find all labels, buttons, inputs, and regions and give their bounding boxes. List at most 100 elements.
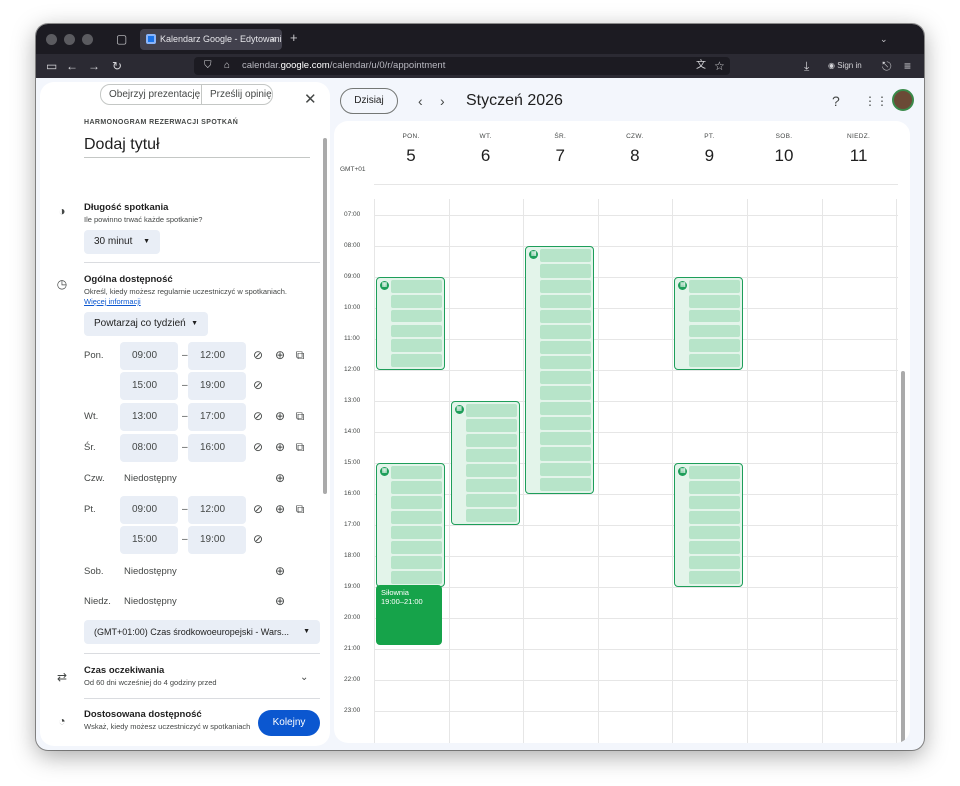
time-slot[interactable] — [540, 462, 592, 476]
add-range-icon[interactable]: ⊕ — [274, 440, 286, 454]
time-slot[interactable] — [465, 404, 517, 417]
today-button[interactable]: Dzisiaj — [340, 88, 398, 114]
time-slot[interactable] — [391, 556, 442, 569]
add-range-icon[interactable]: ⊕ — [274, 348, 286, 362]
time-slot[interactable] — [391, 324, 442, 338]
monday-end-1[interactable]: 12:00 — [188, 342, 246, 370]
previous-week-icon[interactable]: ‹ — [418, 93, 423, 109]
bookable-slot-block[interactable]: ▦ — [376, 463, 445, 587]
back-icon[interactable]: ← — [66, 59, 78, 73]
monday-start-1[interactable]: 09:00 — [120, 342, 178, 370]
help-icon[interactable]: ? — [832, 93, 840, 109]
calendar-scrollbar[interactable] — [901, 371, 905, 743]
unavailable-icon[interactable]: ⊘ — [252, 378, 264, 392]
time-slot[interactable] — [465, 449, 517, 462]
time-slot[interactable] — [689, 556, 741, 569]
monday-end-2[interactable]: 19:00 — [188, 372, 246, 400]
time-slot[interactable] — [540, 249, 592, 263]
time-slot[interactable] — [689, 339, 741, 353]
friday-end-1[interactable]: 12:00 — [188, 496, 246, 524]
bookable-slot-block[interactable]: ▦ — [450, 401, 520, 525]
time-slot[interactable] — [540, 325, 592, 339]
panel-scrollbar[interactable] — [323, 138, 327, 494]
menu-icon[interactable]: ≡ — [904, 59, 912, 73]
tuesday-start[interactable]: 13:00 — [120, 403, 178, 431]
time-slot[interactable] — [391, 294, 442, 308]
event-gym[interactable]: Siłownia 19:00–21:00 — [376, 585, 442, 645]
friday-start-2[interactable]: 15:00 — [120, 526, 178, 554]
time-slot[interactable] — [689, 541, 741, 554]
add-range-icon[interactable]: ⊕ — [274, 471, 286, 485]
unavailable-icon[interactable]: ⊘ — [252, 502, 264, 516]
address-bar[interactable] — [194, 57, 730, 75]
unavailable-icon[interactable]: ⊘ — [252, 409, 264, 423]
time-slot[interactable] — [391, 309, 442, 323]
minimize-window-button[interactable] — [64, 34, 75, 45]
time-slot[interactable] — [465, 419, 517, 432]
time-slot[interactable] — [391, 481, 442, 494]
title-input[interactable]: Dodaj tytuł — [84, 134, 310, 158]
time-slot[interactable] — [540, 401, 592, 415]
time-slot[interactable] — [540, 386, 592, 400]
reload-icon[interactable]: ↻ — [112, 59, 123, 73]
friday-end-2[interactable]: 19:00 — [188, 526, 246, 554]
time-slot[interactable] — [540, 279, 592, 293]
copy-icon[interactable]: ⧉ — [295, 409, 305, 423]
bookable-slot-block[interactable]: ▦ — [525, 246, 595, 494]
time-slot[interactable] — [465, 494, 517, 507]
bookable-slot-block[interactable]: ▦ — [674, 277, 744, 370]
time-slot[interactable] — [391, 496, 442, 509]
friday-start-1[interactable]: 09:00 — [120, 496, 178, 524]
time-slot[interactable] — [689, 354, 741, 367]
new-tab-icon[interactable]: + — [290, 30, 298, 45]
send-feedback-button[interactable]: Prześlij opinię — [201, 84, 273, 105]
wednesday-end[interactable]: 16:00 — [188, 434, 246, 462]
sidebar-toggle-icon[interactable]: ▭ — [46, 59, 58, 73]
time-slot[interactable] — [689, 324, 741, 338]
time-slot[interactable] — [391, 339, 442, 353]
copy-icon[interactable]: ⧉ — [295, 502, 305, 516]
time-slot[interactable] — [391, 571, 442, 584]
tuesday-end[interactable]: 17:00 — [188, 403, 246, 431]
tab-overview-icon[interactable]: ▢ — [116, 32, 128, 46]
extensions-icon[interactable]: ⎋ — [882, 59, 892, 73]
custom-availability-heading[interactable]: Dostosowana dostępność — [84, 709, 202, 720]
tab-close-icon[interactable]: × — [270, 34, 276, 44]
time-slot[interactable] — [689, 294, 741, 308]
add-range-icon[interactable]: ⊕ — [274, 502, 286, 516]
time-slot[interactable] — [391, 511, 442, 524]
time-slot[interactable] — [689, 280, 741, 293]
lock-icon[interactable]: ⌂ — [224, 60, 231, 71]
avatar[interactable] — [892, 89, 914, 111]
duration-select[interactable]: 30 minut ▼ — [84, 230, 160, 254]
browser-tab[interactable]: Kalendarz Google - Edytowanie × — [140, 29, 282, 50]
time-slot[interactable] — [540, 340, 592, 354]
next-button[interactable]: Kolejny — [258, 710, 320, 736]
time-slot[interactable] — [540, 416, 592, 430]
maximize-window-button[interactable] — [82, 34, 93, 45]
forward-icon[interactable]: → — [88, 59, 100, 73]
time-slot[interactable] — [465, 509, 517, 522]
time-slot[interactable] — [391, 354, 442, 367]
time-slot[interactable] — [391, 280, 442, 293]
download-icon[interactable]: ⤓ — [804, 59, 810, 73]
bookable-slot-block[interactable]: ▦ — [674, 463, 744, 587]
time-slot[interactable] — [465, 464, 517, 477]
watch-presentation-button[interactable]: Obejrzyj prezentację — [100, 84, 202, 105]
copy-icon[interactable]: ⧉ — [295, 440, 305, 454]
sign-in-button[interactable]: ◉ Sign in — [828, 61, 862, 70]
time-slot[interactable] — [540, 264, 592, 278]
time-slot[interactable] — [391, 526, 442, 539]
chevron-down-icon[interactable]: ⌄ — [300, 672, 309, 683]
monday-start-2[interactable]: 15:00 — [120, 372, 178, 400]
unavailable-icon[interactable]: ⊘ — [252, 532, 264, 546]
wednesday-start[interactable]: 08:00 — [120, 434, 178, 462]
copy-icon[interactable]: ⧉ — [295, 348, 305, 362]
unavailable-icon[interactable]: ⊘ — [252, 348, 264, 362]
shield-icon[interactable]: ⛉ — [204, 60, 212, 71]
day-number[interactable]: 7 — [555, 146, 565, 165]
time-slot[interactable] — [391, 541, 442, 554]
url-text[interactable]: calendar.google.com/calendar/u/0/r/appoi… — [242, 60, 446, 71]
time-slot[interactable] — [540, 371, 592, 385]
wait-time-heading[interactable]: Czas oczekiwania — [84, 665, 165, 676]
